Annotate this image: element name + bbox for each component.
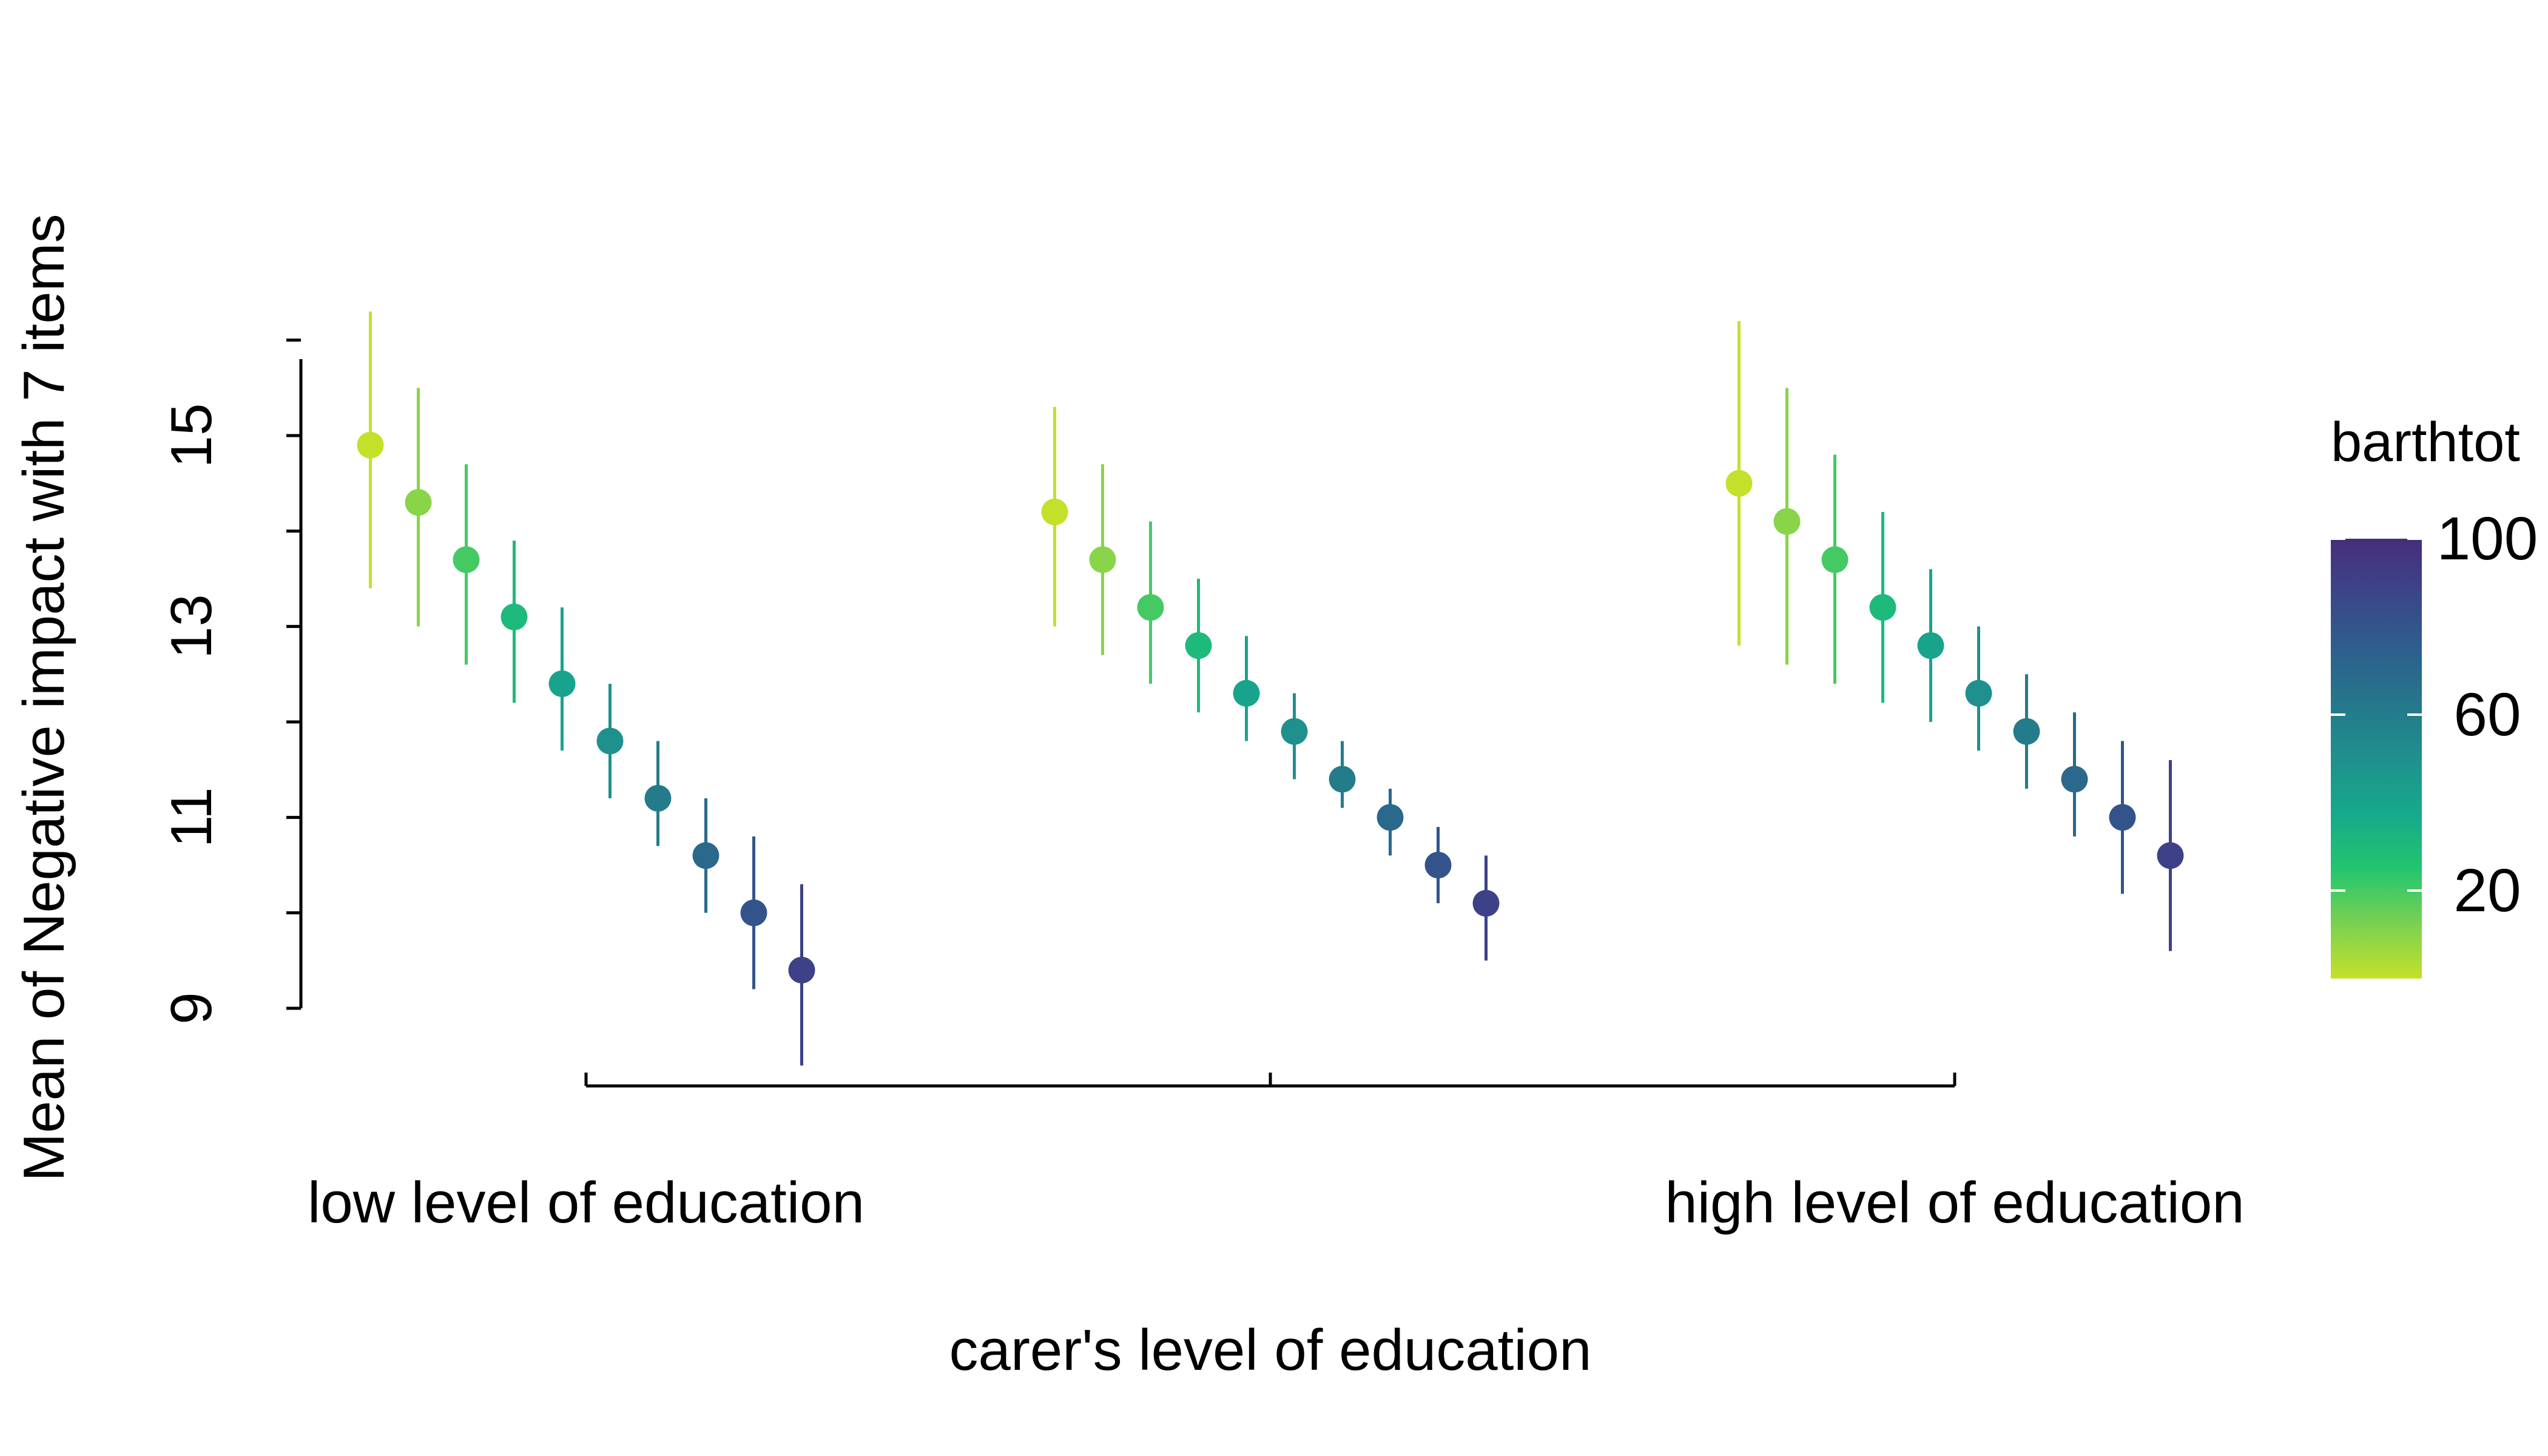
data-point (453, 546, 480, 573)
data-point (1041, 498, 1068, 525)
x-tick-label-low: low level of education (308, 1170, 864, 1235)
colorbar-gradient (2331, 539, 2422, 979)
data-point (692, 842, 720, 869)
data-point (1917, 632, 1944, 659)
x-tick-label-high: high level of education (1665, 1170, 2244, 1235)
colorbar-ticks: 20 60 100 (2331, 505, 2538, 925)
colorbar-title: barthtot (2331, 411, 2520, 473)
data-point (788, 957, 815, 984)
x-axis: low level of education high level of edu… (308, 1073, 2245, 1235)
y-ticks: 9 11 13 15 (159, 339, 301, 1025)
data-point (2109, 804, 2136, 831)
data-point (1329, 766, 1356, 793)
data-point (644, 784, 672, 812)
y-tick-label: 15 (159, 403, 224, 468)
colorbar-legend: barthtot 20 60 100 (2331, 411, 2538, 979)
data-point (1725, 470, 1753, 497)
colorbar-tick-label: 100 (2437, 505, 2538, 573)
data-point (740, 899, 767, 926)
data-point (1821, 546, 1849, 573)
data-point (548, 670, 576, 698)
y-axis: 9 11 13 15 (159, 339, 303, 1025)
data-point (596, 727, 624, 755)
data-point (2013, 718, 2040, 745)
x-axis-title: carer's level of education (949, 1318, 1592, 1383)
data-marks (357, 311, 2184, 1066)
data-point (2061, 766, 2088, 793)
y-axis-title: Mean of Negative impact with 7 items (12, 214, 76, 1181)
data-point (1185, 632, 1212, 659)
data-point (2157, 842, 2184, 869)
y-tick-label: 11 (159, 787, 224, 848)
data-point (1089, 546, 1116, 573)
y-tick-label: 13 (159, 594, 224, 659)
data-point (357, 431, 384, 459)
data-point (1869, 594, 1896, 621)
data-point (1281, 718, 1308, 745)
data-point (1472, 889, 1500, 917)
data-point (1377, 804, 1404, 831)
data-point (1965, 679, 1992, 707)
data-point (500, 603, 528, 630)
data-point (1137, 594, 1164, 621)
data-point (1424, 852, 1452, 878)
data-point (1773, 508, 1801, 535)
colorbar-tick-label: 20 (2453, 857, 2521, 925)
data-point (405, 489, 432, 516)
data-point (1233, 679, 1260, 707)
colorbar-tick-label: 60 (2453, 681, 2521, 749)
y-tick-label: 9 (159, 992, 224, 1024)
